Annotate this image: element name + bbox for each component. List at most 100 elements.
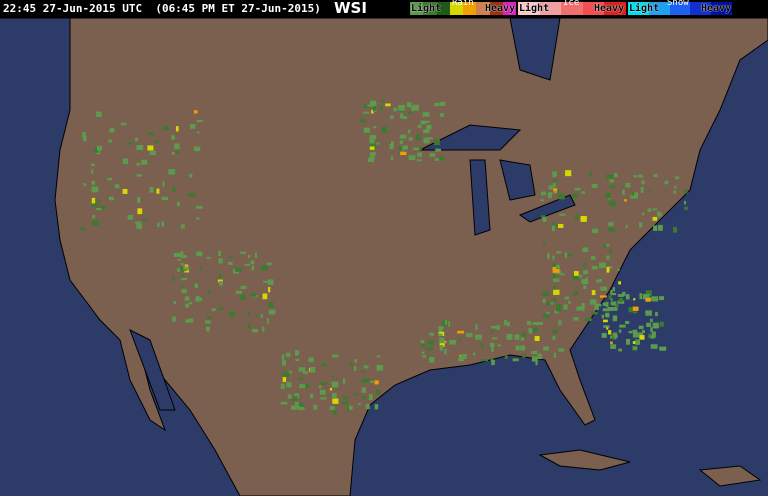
legend-ice-swatch xyxy=(518,2,540,15)
precip-cell xyxy=(364,378,370,383)
precip-cell xyxy=(413,147,419,151)
precip-cell xyxy=(149,187,154,193)
precip-cell xyxy=(266,262,272,266)
precip-cell xyxy=(558,320,562,326)
precip-cell xyxy=(609,200,616,206)
precip-cell xyxy=(600,286,608,291)
precip-cell xyxy=(294,401,300,405)
legend-rain-swatch xyxy=(449,2,463,15)
precip-cell xyxy=(255,314,259,317)
precip-cell xyxy=(381,100,385,103)
precip-cell xyxy=(574,214,579,221)
precipitation-layer xyxy=(80,100,688,415)
precip-cell xyxy=(580,215,587,222)
precip-cell xyxy=(475,334,482,340)
precip-cell xyxy=(434,158,439,161)
precip-cell xyxy=(331,375,335,378)
precip-cell xyxy=(652,208,657,211)
precip-cell xyxy=(239,251,247,254)
precip-cell xyxy=(460,354,467,359)
precip-cell xyxy=(439,156,444,161)
precip-cell xyxy=(583,285,587,289)
precip-cell xyxy=(173,301,177,304)
precip-cell xyxy=(207,290,211,294)
precip-cell xyxy=(564,296,570,300)
precip-cell xyxy=(363,365,368,369)
legend-snow-title: Snow xyxy=(667,0,689,8)
precip-cell xyxy=(189,173,193,178)
precip-cell xyxy=(251,328,258,333)
precip-cell xyxy=(435,148,442,152)
precip-cell xyxy=(496,324,500,330)
precip-cell xyxy=(408,155,416,161)
precip-cell xyxy=(610,298,613,301)
legend-snow-swatch xyxy=(690,2,712,15)
legend-rain xyxy=(410,2,516,15)
precip-cell xyxy=(193,110,198,114)
precip-cell xyxy=(294,393,300,399)
precip-cell xyxy=(506,321,510,327)
precip-cell xyxy=(497,344,502,347)
precip-cell xyxy=(407,129,411,134)
legend-rain-swatch xyxy=(489,2,503,15)
precip-cell xyxy=(552,179,558,183)
precip-cell xyxy=(398,146,403,152)
legend-ice-swatch xyxy=(604,2,626,15)
precip-cell xyxy=(80,227,86,231)
precip-cell xyxy=(626,338,631,345)
precip-cell xyxy=(564,252,568,259)
precip-cell xyxy=(657,211,661,217)
precip-cell xyxy=(567,254,573,257)
precip-cell xyxy=(137,208,143,215)
precip-cell xyxy=(234,267,242,272)
precip-cell xyxy=(196,119,203,123)
precip-cell xyxy=(175,126,179,132)
precip-cell xyxy=(342,396,348,400)
precip-cell xyxy=(319,389,326,395)
precip-cell xyxy=(633,298,636,301)
precip-cell xyxy=(492,337,498,340)
precip-cell xyxy=(559,273,565,276)
precip-cell xyxy=(642,329,645,333)
precip-cell xyxy=(664,180,669,185)
precip-cell xyxy=(648,189,651,194)
precip-cell xyxy=(92,214,96,219)
precip-cell xyxy=(610,301,616,306)
precip-cell xyxy=(310,393,314,399)
precip-cell xyxy=(572,275,579,281)
precip-cell xyxy=(650,327,653,333)
precip-cell xyxy=(434,139,440,146)
precip-cell xyxy=(576,274,583,278)
legend-rain-heavy: Heavy xyxy=(485,3,516,14)
legend-rain-swatch xyxy=(476,2,490,15)
precip-cell xyxy=(576,306,582,311)
precip-cell xyxy=(417,152,423,157)
precip-cell xyxy=(291,405,296,410)
precip-cell xyxy=(439,343,445,347)
precip-cell xyxy=(156,188,160,194)
precip-cell xyxy=(555,264,560,270)
precip-cell xyxy=(547,192,553,199)
precip-cell xyxy=(369,143,377,150)
precip-cell xyxy=(206,256,211,259)
legend-snow-swatch xyxy=(669,2,691,15)
precip-cell xyxy=(490,358,494,362)
precip-cell xyxy=(556,304,561,310)
precip-cell xyxy=(574,187,581,191)
precip-cell xyxy=(422,112,430,117)
precip-cell xyxy=(546,311,550,315)
precip-cell xyxy=(114,184,120,189)
legend-rain-light: Light xyxy=(411,3,442,14)
precip-cell xyxy=(168,169,176,175)
precip-cell xyxy=(553,352,557,358)
precip-cell xyxy=(659,321,664,327)
precip-cell xyxy=(552,278,560,282)
precip-cell xyxy=(196,217,200,220)
precip-cell xyxy=(650,344,658,349)
precip-cell xyxy=(206,316,212,319)
precip-cell xyxy=(90,163,95,167)
legend-snow-heavy: Heavy xyxy=(701,3,732,14)
precip-cell xyxy=(282,371,290,377)
precip-cell xyxy=(674,185,677,189)
precip-cell xyxy=(520,337,525,341)
